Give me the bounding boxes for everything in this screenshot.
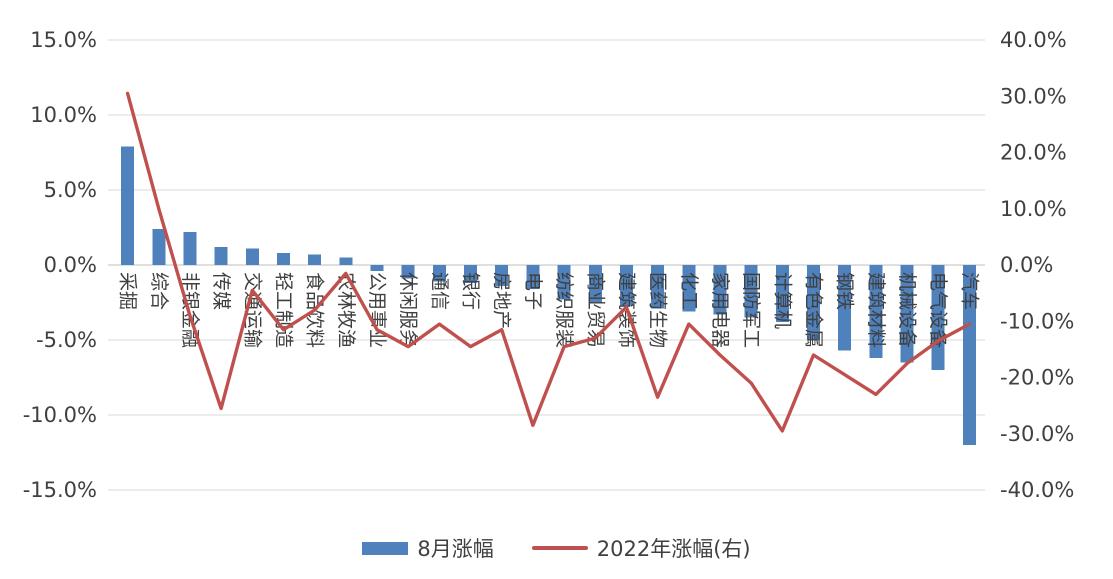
right-axis-tick-label: 30.0% [1000, 84, 1067, 108]
bar [869, 265, 883, 358]
bar-series-swatch [362, 541, 409, 555]
line-series-label: 2022年涨幅(右) [596, 537, 751, 561]
right-axis-tick-label: -10.0% [1000, 309, 1074, 333]
category-label: 通信 [428, 272, 450, 310]
category-label: 农林牧渔 [335, 272, 357, 348]
category-label: 综合 [148, 272, 170, 310]
category-label: 轻工制造 [273, 272, 295, 348]
category-label: 机械设备 [896, 272, 918, 348]
bar [214, 247, 228, 265]
right-axis-tick-label: 10.0% [1000, 197, 1067, 221]
left-axis-tick-label: -10.0% [23, 403, 97, 427]
category-label: 房地产 [491, 272, 513, 329]
bar [807, 265, 820, 340]
category-label: 采掘 [117, 272, 139, 310]
right-axis-tick-label: -40.0% [1000, 478, 1074, 502]
category-label: 建筑材料 [865, 272, 887, 348]
category-label: 化工 [678, 272, 700, 310]
bar [277, 253, 290, 265]
category-label: 钢铁 [834, 272, 856, 310]
line-series [125, 91, 972, 433]
right-axis-tick-label: -20.0% [1000, 366, 1074, 390]
left-axis-tick-label: -15.0% [23, 478, 97, 502]
bar [432, 265, 446, 282]
category-label: 休闲服务 [397, 272, 419, 348]
bar [557, 265, 571, 300]
bar-series-label: 8月涨幅 [417, 537, 494, 561]
bar [339, 257, 353, 265]
bar [464, 265, 478, 283]
category-label: 公用事业 [366, 272, 388, 348]
bar [682, 265, 696, 312]
right-axis-tick-label: -30.0% [1000, 422, 1074, 446]
category-label: 有色金属 [803, 272, 825, 348]
chart-legend: 8月涨幅 2022年涨幅(右) [0, 533, 1113, 563]
category-label: 汽车 [958, 272, 980, 310]
category-label: 国防军工 [740, 272, 762, 348]
category-label: 银行 [460, 272, 482, 310]
legend-item-bar-series: 8月涨幅 [362, 533, 494, 563]
category-label: 计算机 [771, 272, 793, 329]
left-axis-tick-label: 5.0% [44, 178, 97, 202]
category-label: 电子 [522, 272, 544, 310]
bar [152, 229, 166, 265]
left-axis-tick-label: 0.0% [44, 253, 97, 277]
bar [619, 265, 633, 306]
category-label: 商业贸易 [584, 272, 606, 348]
right-axis-tick-label: 20.0% [1000, 141, 1067, 165]
bar [183, 232, 197, 265]
legend-item-line-series: 2022年涨幅(右) [531, 533, 751, 563]
bar [308, 254, 322, 265]
category-label: 医药生物 [647, 272, 669, 348]
category-label: 家用电器 [709, 272, 731, 348]
bar [401, 265, 415, 279]
category-label: 电气设备 [927, 272, 949, 348]
left-axis-tick-label: 15.0% [30, 28, 97, 52]
bar [495, 265, 509, 286]
line-series-swatch [531, 546, 588, 550]
bar [775, 265, 789, 322]
category-label: 纺织服装 [553, 272, 575, 348]
bar [900, 265, 914, 363]
bar [121, 146, 135, 265]
bar [744, 265, 758, 318]
bar [588, 265, 602, 303]
left-axis-tick-label: -5.0% [36, 328, 97, 352]
bar [370, 265, 384, 271]
bar [245, 248, 259, 265]
right-axis-tick-label: 40.0% [1000, 28, 1067, 52]
category-label: 传媒 [210, 272, 232, 310]
category-label: 交通运输 [241, 272, 263, 348]
bar [651, 265, 665, 309]
left-axis-tick-label: 10.0% [30, 103, 97, 127]
bar [713, 265, 727, 315]
bar [962, 265, 976, 445]
bar [526, 265, 540, 289]
bar [838, 265, 852, 351]
right-axis-tick-label: 0.0% [1000, 253, 1053, 277]
